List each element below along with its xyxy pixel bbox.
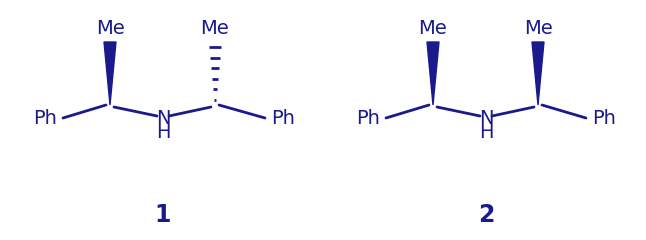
Text: H: H xyxy=(156,122,171,142)
Text: 1: 1 xyxy=(155,203,171,227)
Text: Me: Me xyxy=(419,18,448,37)
Text: Ph: Ph xyxy=(271,108,295,127)
Polygon shape xyxy=(104,42,116,105)
Text: N: N xyxy=(156,108,171,127)
Polygon shape xyxy=(427,42,439,105)
Text: Ph: Ph xyxy=(356,108,380,127)
Text: 2: 2 xyxy=(478,203,494,227)
Text: Ph: Ph xyxy=(592,108,616,127)
Text: Me: Me xyxy=(524,18,552,37)
Polygon shape xyxy=(532,42,544,105)
Text: Ph: Ph xyxy=(33,108,57,127)
Text: Me: Me xyxy=(96,18,125,37)
Text: Me: Me xyxy=(201,18,229,37)
Text: H: H xyxy=(479,122,494,142)
Text: N: N xyxy=(479,108,494,127)
